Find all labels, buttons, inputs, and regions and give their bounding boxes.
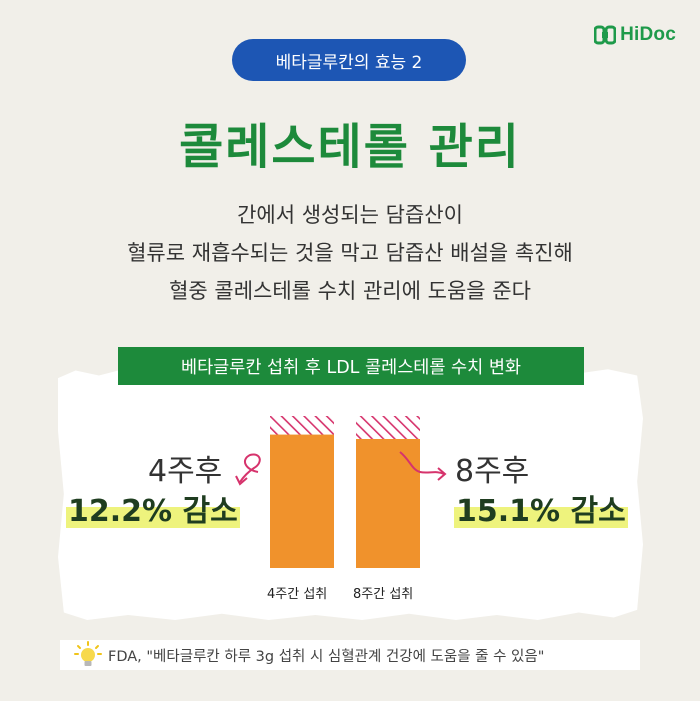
period-label-8w: 8주후 xyxy=(455,454,530,489)
description-line: 혈류로 재흡수되는 것을 막고 담즙산 배설을 촉진해 xyxy=(127,241,573,265)
x-tick-label: 4주간 섭취 xyxy=(267,587,328,602)
period-label-4w: 4주후 xyxy=(148,454,223,489)
hidoc-logo: HiDoc xyxy=(594,24,676,46)
description-line: 혈중 콜레스테롤 수치 관리에 도움을 준다 xyxy=(169,279,531,303)
chart-title: 베타글루칸 섭취 후 LDL 콜레스테롤 수치 변화 xyxy=(118,347,584,385)
hidoc-logo-text: HiDoc xyxy=(620,24,676,45)
hidoc-logo-icon xyxy=(594,25,617,45)
source-note: FDA, "베타글루칸 하루 3g 섭취 시 심혈관계 건강에 도움을 줄 수 … xyxy=(60,640,640,670)
decrease-value-8w: 15.1% 감소 xyxy=(454,486,628,530)
description-line: 간에서 생성되는 담즙산이 xyxy=(237,203,463,227)
lightbulb-icon xyxy=(74,641,102,666)
description: 간에서 생성되는 담즙산이 혈류로 재흡수되는 것을 막고 담즙산 배설을 촉진… xyxy=(0,196,700,310)
source-text: FDA, "베타글루칸 하루 3g 섭취 시 심혈관계 건강에 도움을 줄 수 … xyxy=(108,648,545,665)
decrease-value-4w: 12.2% 감소 xyxy=(66,486,240,530)
page-title: 콜레스테롤 관리 xyxy=(179,119,521,175)
section-pill: 베타글루칸의 효능 2 xyxy=(232,39,466,81)
x-tick-label: 8주간 섭취 xyxy=(353,587,414,602)
